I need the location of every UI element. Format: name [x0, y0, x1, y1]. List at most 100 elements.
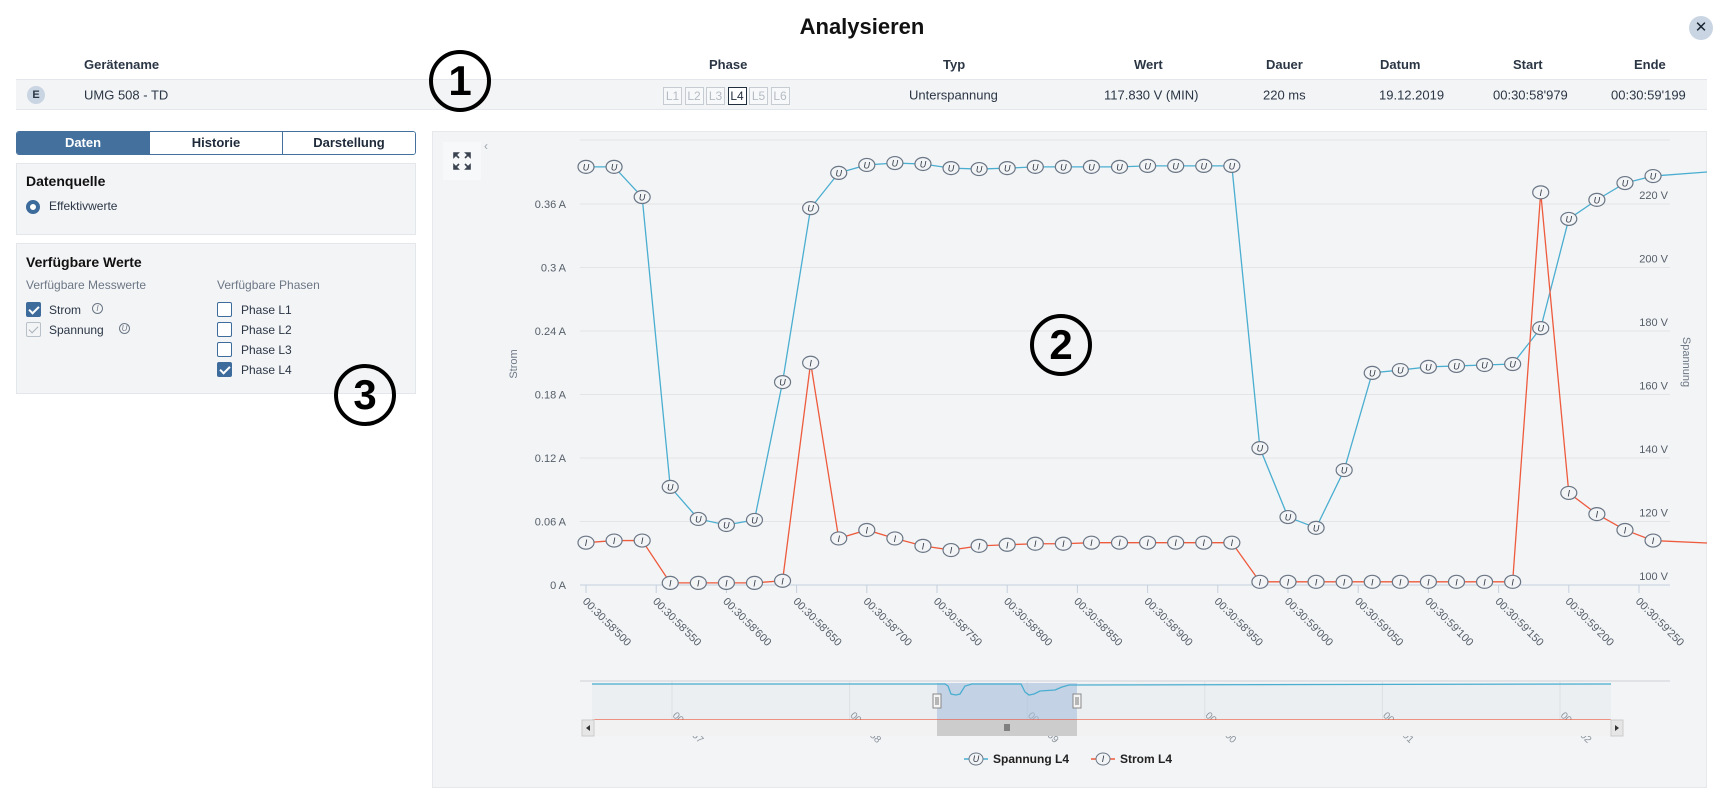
data-point-marker[interactable]: I: [1307, 574, 1325, 589]
data-point-marker[interactable]: I: [1223, 535, 1241, 550]
collapse-chevron-icon[interactable]: ‹: [484, 139, 488, 153]
data-point-marker[interactable]: I: [1475, 574, 1494, 589]
tab-daten[interactable]: Daten: [17, 132, 149, 154]
navigator-handle[interactable]: [1072, 693, 1082, 709]
data-point-marker[interactable]: U: [577, 159, 595, 174]
data-point-marker[interactable]: U: [1560, 211, 1578, 227]
data-point-marker[interactable]: U: [914, 156, 932, 172]
data-point-marker[interactable]: U: [1082, 159, 1101, 174]
data-point-marker[interactable]: U: [1363, 365, 1381, 381]
data-point-marker[interactable]: I: [1026, 536, 1044, 551]
data-point-marker[interactable]: U: [1391, 362, 1409, 378]
close-button[interactable]: ✕: [1689, 16, 1713, 40]
data-point-marker[interactable]: I: [1391, 574, 1409, 589]
data-point-marker[interactable]: U: [830, 165, 848, 180]
data-point-marker[interactable]: U: [1504, 356, 1522, 372]
data-point-marker[interactable]: U: [1588, 192, 1606, 207]
data-point-marker[interactable]: I: [689, 575, 707, 590]
data-point-marker[interactable]: I: [717, 575, 736, 590]
data-point-marker[interactable]: I: [942, 542, 960, 558]
data-point-marker[interactable]: I: [1251, 574, 1269, 589]
data-point-marker[interactable]: U: [1138, 158, 1157, 173]
data-point-marker[interactable]: I: [1560, 485, 1578, 501]
data-point-marker[interactable]: U: [1223, 158, 1241, 173]
data-point-marker[interactable]: I: [605, 533, 623, 548]
data-point-marker[interactable]: I: [577, 535, 595, 550]
data-point-marker[interactable]: U: [1532, 321, 1550, 336]
data-point-marker[interactable]: I: [1335, 574, 1353, 589]
event-row[interactable]: [16, 79, 1707, 110]
data-point-marker[interactable]: U: [1026, 159, 1044, 174]
data-point-marker[interactable]: I: [970, 538, 988, 553]
tab-darstellung[interactable]: Darstellung: [282, 132, 415, 154]
phase-l3-checkbox[interactable]: [217, 342, 232, 357]
data-point-marker[interactable]: I: [1279, 574, 1297, 589]
data-point-marker[interactable]: I: [1167, 535, 1185, 550]
data-point-marker[interactable]: U: [858, 157, 876, 173]
data-point-marker[interactable]: I: [1616, 522, 1634, 538]
data-point-marker[interactable]: U: [970, 161, 988, 177]
data-point-marker[interactable]: U: [1307, 520, 1325, 535]
fullscreen-button[interactable]: [443, 142, 481, 180]
data-point-marker[interactable]: U: [886, 155, 904, 171]
data-point-marker[interactable]: I: [633, 533, 651, 548]
y-right-tick: 180 V: [1639, 317, 1668, 329]
data-point-marker[interactable]: I: [858, 522, 876, 538]
data-point-marker[interactable]: U: [1195, 158, 1213, 173]
scrollbar-track[interactable]: [582, 720, 1623, 736]
data-point-marker[interactable]: I: [661, 575, 679, 590]
data-point-marker[interactable]: I: [830, 531, 848, 546]
spannung-checkbox[interactable]: [26, 322, 41, 337]
data-point-marker[interactable]: I: [1588, 506, 1606, 522]
data-point-marker[interactable]: I: [1532, 185, 1550, 200]
data-point-marker[interactable]: U: [942, 161, 960, 176]
data-point-marker[interactable]: I: [1644, 533, 1662, 548]
data-point-marker[interactable]: U: [1475, 357, 1494, 373]
data-point-marker[interactable]: U: [1110, 159, 1129, 174]
navigator-selection[interactable]: [937, 683, 1077, 720]
phase-l1-checkbox[interactable]: [217, 302, 232, 317]
data-point-marker[interactable]: I: [914, 538, 932, 553]
legend-item-strom[interactable]: I Strom L4: [1091, 752, 1172, 766]
data-point-marker[interactable]: U: [717, 517, 736, 533]
data-point-marker[interactable]: U: [689, 511, 707, 527]
data-point-marker[interactable]: U: [998, 161, 1016, 176]
data-point-marker[interactable]: I: [1138, 535, 1157, 550]
data-point-marker[interactable]: U: [1279, 509, 1297, 525]
data-point-marker[interactable]: I: [998, 537, 1016, 552]
data-point-marker[interactable]: I: [802, 355, 820, 370]
data-point-marker[interactable]: I: [1363, 574, 1381, 589]
data-point-marker[interactable]: U: [773, 375, 792, 390]
legend-item-spannung[interactable]: U Spannung L4: [964, 752, 1069, 766]
data-point-marker[interactable]: U: [1616, 175, 1634, 191]
data-point-marker[interactable]: U: [661, 479, 679, 494]
strom-checkbox[interactable]: [26, 302, 41, 317]
data-point-marker[interactable]: I: [1447, 574, 1466, 589]
data-point-marker[interactable]: U: [1251, 441, 1269, 456]
data-point-marker[interactable]: U: [1054, 159, 1072, 174]
data-point-marker[interactable]: U: [633, 189, 651, 205]
data-point-marker[interactable]: U: [1644, 168, 1662, 184]
data-point-marker[interactable]: U: [605, 159, 623, 174]
data-point-marker[interactable]: I: [1082, 535, 1101, 550]
navigator-handle[interactable]: [932, 693, 942, 709]
data-point-marker[interactable]: U: [745, 512, 764, 528]
data-point-marker[interactable]: U: [1447, 358, 1466, 374]
data-point-marker[interactable]: I: [1195, 535, 1213, 550]
data-point-marker[interactable]: I: [773, 573, 792, 588]
data-point-marker[interactable]: I: [1110, 535, 1129, 550]
data-point-marker[interactable]: U: [1419, 359, 1438, 374]
phase-l4-checkbox[interactable]: [217, 362, 232, 377]
data-point-marker[interactable]: U: [1335, 462, 1353, 478]
data-point-marker[interactable]: U: [1167, 158, 1185, 173]
tab-historie[interactable]: Historie: [149, 132, 282, 154]
data-point-marker[interactable]: I: [1054, 536, 1072, 551]
data-point-marker[interactable]: I: [1504, 574, 1522, 589]
effektivwerte-radio[interactable]: [26, 200, 40, 214]
data-point-marker[interactable]: I: [745, 575, 764, 590]
data-point-marker[interactable]: U: [802, 201, 820, 216]
phase-l2-checkbox[interactable]: [217, 322, 232, 337]
data-point-marker[interactable]: I: [1419, 574, 1438, 589]
data-point-marker[interactable]: I: [886, 531, 904, 546]
